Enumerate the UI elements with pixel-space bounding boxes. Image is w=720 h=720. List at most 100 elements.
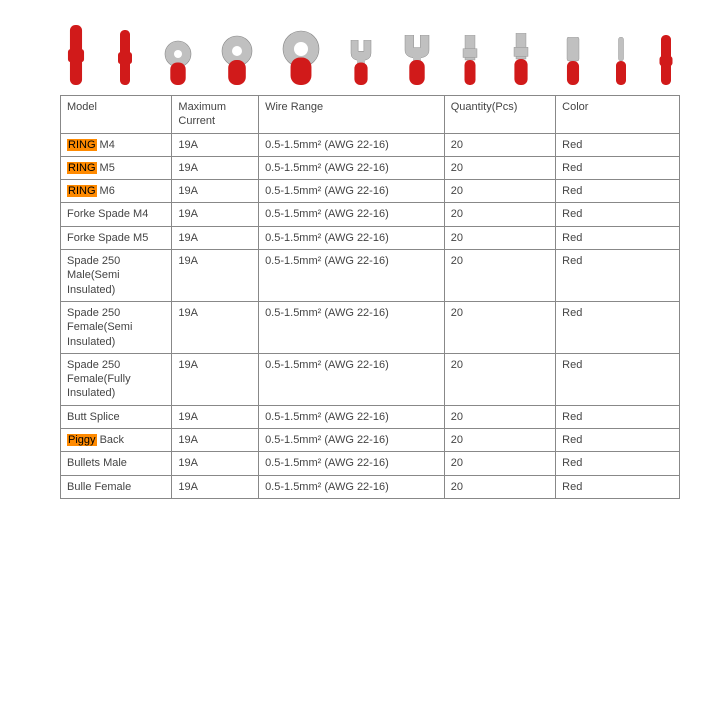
model-text: Back — [97, 434, 125, 446]
model-text: M4 — [97, 139, 115, 151]
model-text: Forke Spade M4 — [67, 208, 148, 220]
cell-color: Red — [556, 353, 680, 405]
table-row: Butt Splice19A0.5-1.5mm² (AWG 22-16)20Re… — [61, 405, 680, 428]
connectors-row — [60, 10, 680, 85]
cell-model: Spade 250 Female(Fully Insulated) — [61, 353, 172, 405]
model-text: Spade 250 Female(Semi Insulated) — [67, 307, 132, 348]
cell-qty: 20 — [444, 429, 555, 452]
model-text: M6 — [97, 185, 115, 197]
cell-color: Red — [556, 180, 680, 203]
cell-qty: 20 — [444, 405, 555, 428]
table-row: Spade 250 Female(Semi Insulated) 19A0.5-1… — [61, 301, 680, 353]
cell-current: 19A — [172, 180, 259, 203]
table-row: Spade 250 Female(Fully Insulated)19A0.5-… — [61, 353, 680, 405]
cell-model: Piggy Back — [61, 429, 172, 452]
cell-color: Red — [556, 156, 680, 179]
cell-qty: 20 — [444, 226, 555, 249]
model-text: Spade 250 Male(Semi Insulated) — [67, 255, 120, 296]
cell-qty: 20 — [444, 301, 555, 353]
cell-range: 0.5-1.5mm² (AWG 22-16) — [259, 250, 445, 302]
bullet-female-icon — [657, 35, 675, 85]
bullet-male-icon — [614, 37, 628, 85]
highlighted-text: RING — [67, 162, 97, 174]
cell-qty: 20 — [444, 353, 555, 405]
cell-color: Red — [556, 226, 680, 249]
fork-m4-icon — [349, 40, 373, 85]
cell-current: 19A — [172, 301, 259, 353]
spade-male-icon — [460, 35, 480, 85]
cell-current: 19A — [172, 133, 259, 156]
butt-splice-icon — [116, 30, 134, 85]
cell-model: Spade 250 Female(Semi Insulated) — [61, 301, 172, 353]
cell-range: 0.5-1.5mm² (AWG 22-16) — [259, 226, 445, 249]
cell-range: 0.5-1.5mm² (AWG 22-16) — [259, 452, 445, 475]
cell-range: 0.5-1.5mm² (AWG 22-16) — [259, 156, 445, 179]
cell-qty: 20 — [444, 156, 555, 179]
cell-model: Spade 250 Male(Semi Insulated) — [61, 250, 172, 302]
cell-model: Forke Spade M4 — [61, 203, 172, 226]
table-header-row: ModelMaximum CurrentWire RangeQuantity(P… — [61, 96, 680, 134]
cell-color: Red — [556, 250, 680, 302]
cell-range: 0.5-1.5mm² (AWG 22-16) — [259, 180, 445, 203]
cell-current: 19A — [172, 475, 259, 498]
table-row: Forke Spade M5 19A0.5-1.5mm² (AWG 22-16)2… — [61, 226, 680, 249]
cell-current: 19A — [172, 203, 259, 226]
highlighted-text: RING — [67, 185, 97, 197]
spec-table: ModelMaximum CurrentWire RangeQuantity(P… — [60, 95, 680, 499]
cell-color: Red — [556, 429, 680, 452]
cell-qty: 20 — [444, 452, 555, 475]
cell-color: Red — [556, 475, 680, 498]
cell-range: 0.5-1.5mm² (AWG 22-16) — [259, 429, 445, 452]
cell-model: Bulle Female — [61, 475, 172, 498]
table-row: RING M419A0.5-1.5mm² (AWG 22-16)20Red — [61, 133, 680, 156]
cell-model: RING M5 — [61, 156, 172, 179]
spade-female-semi-icon — [562, 37, 584, 85]
cell-range: 0.5-1.5mm² (AWG 22-16) — [259, 475, 445, 498]
cell-color: Red — [556, 133, 680, 156]
fork-m5-icon — [403, 35, 431, 85]
female-fully-insulated-icon — [65, 25, 87, 85]
cell-range: 0.5-1.5mm² (AWG 22-16) — [259, 203, 445, 226]
col-header: Maximum Current — [172, 96, 259, 134]
table-row: Bulle Female 19A0.5-1.5mm² (AWG 22-16)20R… — [61, 475, 680, 498]
model-text: Butt Splice — [67, 411, 120, 423]
table-row: RING M519A0.5-1.5mm² (AWG 22-16)20Red — [61, 156, 680, 179]
highlighted-text: Piggy — [67, 434, 97, 446]
ring-m5-icon — [221, 35, 253, 85]
cell-current: 19A — [172, 156, 259, 179]
table-row: Bullets Male 19A0.5-1.5mm² (AWG 22-16)20R… — [61, 452, 680, 475]
cell-current: 19A — [172, 429, 259, 452]
table-body: RING M419A0.5-1.5mm² (AWG 22-16)20RedRIN… — [61, 133, 680, 498]
cell-model: Forke Spade M5 — [61, 226, 172, 249]
model-text: Spade 250 Female(Fully Insulated) — [67, 359, 131, 400]
cell-qty: 20 — [444, 180, 555, 203]
model-text: Bullets Male — [67, 457, 127, 469]
cell-range: 0.5-1.5mm² (AWG 22-16) — [259, 301, 445, 353]
cell-current: 19A — [172, 452, 259, 475]
cell-qty: 20 — [444, 133, 555, 156]
cell-color: Red — [556, 452, 680, 475]
cell-current: 19A — [172, 250, 259, 302]
cell-qty: 20 — [444, 203, 555, 226]
col-header: Model — [61, 96, 172, 134]
model-text: M5 — [97, 162, 115, 174]
cell-range: 0.5-1.5mm² (AWG 22-16) — [259, 353, 445, 405]
cell-color: Red — [556, 405, 680, 428]
table-row: RING M619A0.5-1.5mm² (AWG 22-16)20Red — [61, 180, 680, 203]
cell-qty: 20 — [444, 475, 555, 498]
cell-model: RING M6 — [61, 180, 172, 203]
cell-model: RING M4 — [61, 133, 172, 156]
cell-range: 0.5-1.5mm² (AWG 22-16) — [259, 133, 445, 156]
table-row: Piggy Back19A0.5-1.5mm² (AWG 22-16)20Red — [61, 429, 680, 452]
col-header: Quantity(Pcs) — [444, 96, 555, 134]
cell-color: Red — [556, 203, 680, 226]
cell-model: Butt Splice — [61, 405, 172, 428]
ring-m6-icon — [282, 30, 320, 85]
table-row: Forke Spade M4 19A0.5-1.5mm² (AWG 22-16)2… — [61, 203, 680, 226]
cell-color: Red — [556, 301, 680, 353]
model-text: Bulle Female — [67, 481, 131, 493]
cell-current: 19A — [172, 226, 259, 249]
highlighted-text: RING — [67, 139, 97, 151]
model-text: Forke Spade M5 — [67, 232, 148, 244]
cell-model: Bullets Male — [61, 452, 172, 475]
